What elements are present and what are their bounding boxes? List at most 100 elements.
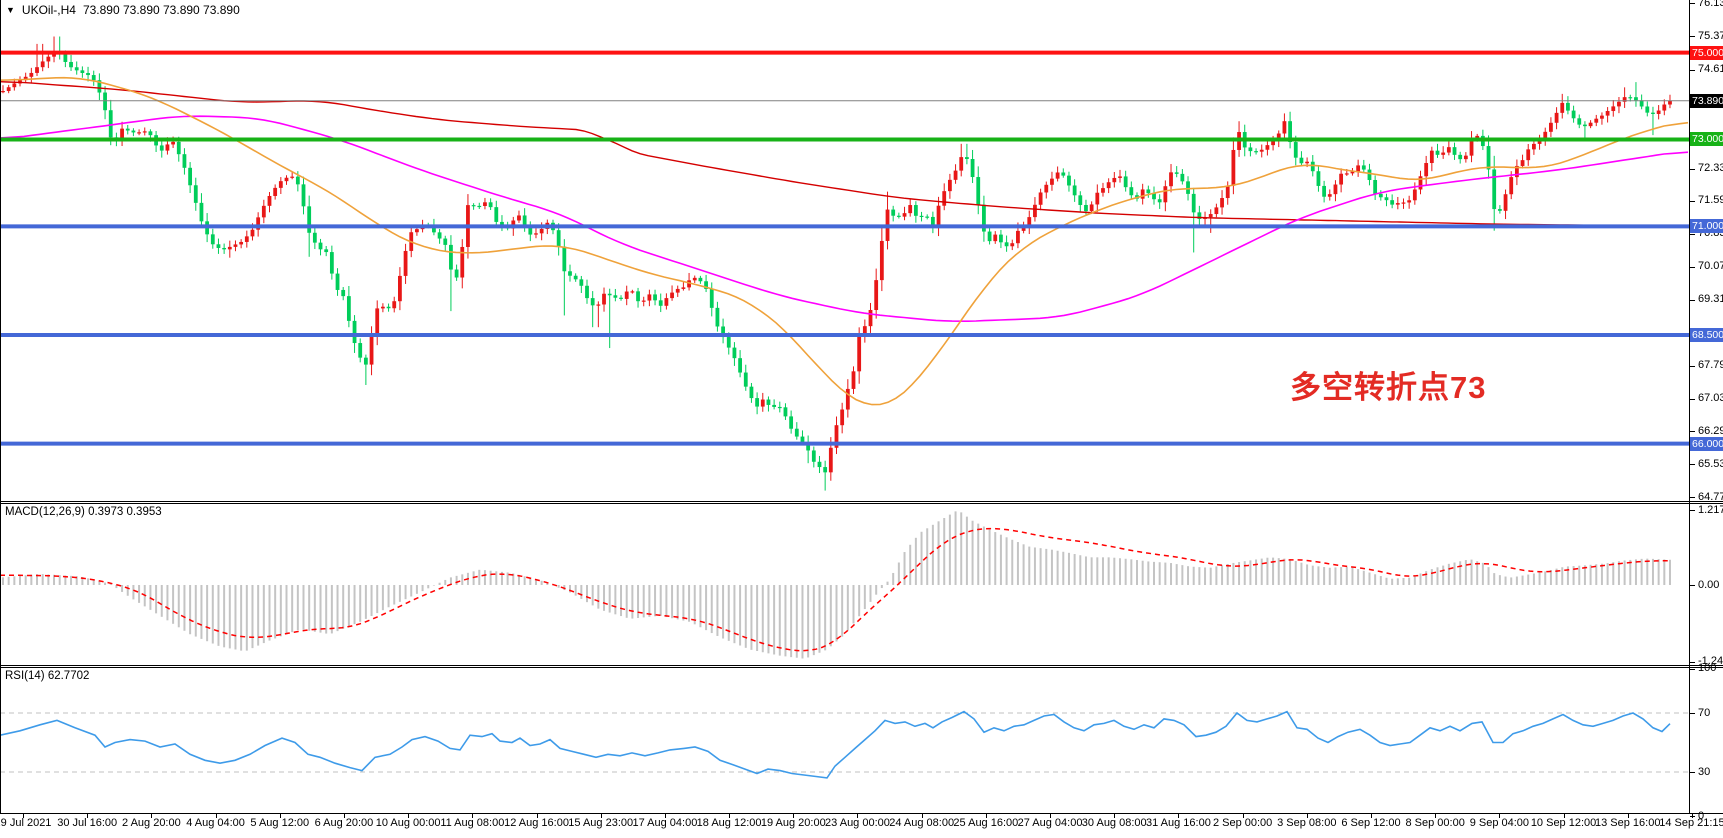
time-tick-mark [1370, 814, 1372, 818]
time-tick-label: 30 Aug 08:00 [1081, 817, 1147, 829]
indicator-tick-mark [1690, 585, 1695, 586]
rsi-indicator-label: RSI(14) 62.7702 [5, 670, 90, 682]
symbol-title: UKOil-,H4 [21, 3, 76, 17]
time-tick-label: 8 Sep 00:00 [1405, 817, 1465, 829]
macd-indicator-label: MACD(12,26,9) 0.3973 0.3953 [5, 506, 162, 518]
time-tick-label: 3 Sep 08:00 [1277, 817, 1337, 829]
time-tick-label: 13 Sep 16:00 [1595, 817, 1661, 829]
macd-histogram [2, 511, 1671, 659]
price-level-badge: 66.000 [1690, 436, 1723, 451]
time-tick-label: 6 Sep 12:00 [1341, 817, 1401, 829]
indicator-tick-label: 0 [1698, 809, 1705, 822]
price-tick-label: 69.310 [1698, 293, 1723, 306]
time-tick-mark [408, 814, 410, 818]
price-tick-label: 67.030 [1698, 392, 1723, 405]
time-tick-label: 11 Aug 08:00 [440, 817, 505, 829]
price-axis-border [1689, 0, 1690, 814]
time-tick-label: 29 Jul 2021 [0, 817, 52, 829]
time-tick-mark [729, 814, 731, 818]
price-tick-mark [1690, 36, 1695, 38]
price-tick-label: 72.330 [1698, 162, 1723, 175]
time-tick-label: 10 Aug 00:00 [375, 817, 441, 829]
time-tick-mark [279, 814, 281, 818]
price-tick-mark [1690, 398, 1695, 400]
time-tick-mark [23, 814, 24, 818]
price-tick-mark [1690, 431, 1695, 433]
time-tick-mark [985, 814, 987, 818]
time-tick-mark [215, 814, 217, 818]
price-tick-mark [1690, 497, 1695, 499]
price-tick-mark [1690, 168, 1695, 170]
indicator-tick-mark [1690, 713, 1695, 715]
time-tick-mark [1242, 814, 1244, 818]
time-tick-mark [343, 814, 345, 818]
price-tick-mark [1690, 3, 1695, 5]
time-tick-label: 12 Aug 16:00 [504, 817, 569, 829]
time-tick-mark [1627, 814, 1629, 818]
price-tick-label: 76.130 [1698, 0, 1723, 9]
price-tick-label: 64.770 [1698, 490, 1723, 503]
ma-slow-red-line [0, 81, 1688, 227]
price-tick-mark [1690, 464, 1695, 466]
time-tick-mark [1435, 814, 1437, 818]
chart-annotation-text[interactable]: 多空转折点73 [1290, 370, 1487, 405]
ma-fast-orange-line [0, 76, 1689, 406]
time-tick-label: 17 Aug 04:00 [632, 817, 698, 829]
macd-panel-chart[interactable] [0, 504, 1689, 665]
price-level-badge: 73.000 [1690, 132, 1723, 147]
time-tick-label: 5 Aug 12:00 [250, 817, 310, 829]
price-tick-label: 67.790 [1698, 359, 1723, 372]
time-axis-line [0, 813, 1723, 814]
time-tick-label: 2 Aug 20:00 [122, 817, 181, 829]
time-tick-label: 15 Aug 23:00 [568, 817, 634, 829]
time-tick-mark [1499, 814, 1501, 818]
indicator-tick-mark [1690, 668, 1695, 670]
rsi-line [0, 710, 1671, 779]
price-tick-mark [1690, 200, 1695, 202]
time-tick-label: 24 Aug 08:00 [889, 817, 955, 829]
indicator-tick-label: 0.00 [1698, 578, 1720, 591]
price-tick-mark [1690, 233, 1695, 235]
time-tick-label: 18 Aug 12:00 [696, 817, 762, 829]
time-tick-mark [793, 814, 795, 818]
indicator-tick-mark [1690, 661, 1695, 663]
candlestick-series [1, 36, 1672, 491]
price-tick-label: 70.070 [1698, 260, 1723, 273]
time-tick-mark [1114, 814, 1116, 818]
time-tick-label: 27 Aug 04:00 [1017, 817, 1083, 829]
price-tick-label: 74.610 [1698, 63, 1723, 76]
panel-separator [0, 665, 1723, 666]
price-level-badge: 71.000 [1690, 219, 1723, 234]
indicator-tick-label: 100 [1698, 662, 1717, 675]
price-level-badge: 73.890 [1690, 93, 1723, 108]
price-level-badge: 75.000 [1690, 45, 1723, 60]
time-tick-label: 31 Aug 16:00 [1145, 817, 1211, 829]
rsi-level-lines [0, 712, 1689, 773]
panel-separator [0, 667, 1723, 668]
dropdown-arrow-icon[interactable]: ▼ [6, 5, 15, 15]
time-tick-mark [1563, 814, 1565, 818]
price-tick-label: 75.370 [1698, 29, 1723, 42]
time-tick-mark [600, 814, 602, 818]
rsi-panel-chart[interactable] [0, 668, 1689, 813]
time-tick-label: 9 Sep 04:00 [1469, 817, 1530, 829]
price-tick-label: 71.590 [1698, 194, 1723, 207]
indicator-tick-label: 30 [1698, 765, 1711, 778]
price-tick-label: 65.530 [1698, 457, 1723, 470]
indicator-tick-mark [1690, 510, 1695, 512]
ohlc-values: 73.890 73.890 73.890 73.890 [82, 3, 240, 17]
window-left-border [0, 0, 1, 814]
time-tick-label: 10 Sep 12:00 [1530, 817, 1597, 829]
price-tick-label: 66.290 [1698, 424, 1723, 437]
time-tick-label: 4 Aug 04:00 [186, 817, 245, 829]
price-tick-mark [1690, 299, 1695, 301]
time-tick-label: 14 Sep 21:15 [1659, 817, 1723, 829]
price-level-badge: 68.500 [1690, 328, 1723, 342]
time-tick-mark [472, 814, 474, 818]
main-chart[interactable] [0, 0, 1689, 501]
ma-mid-magenta-line [0, 115, 1689, 323]
price-tick-mark [1690, 266, 1695, 268]
time-tick-label: 25 Aug 16:00 [953, 817, 1019, 829]
time-tick-mark [857, 814, 859, 818]
